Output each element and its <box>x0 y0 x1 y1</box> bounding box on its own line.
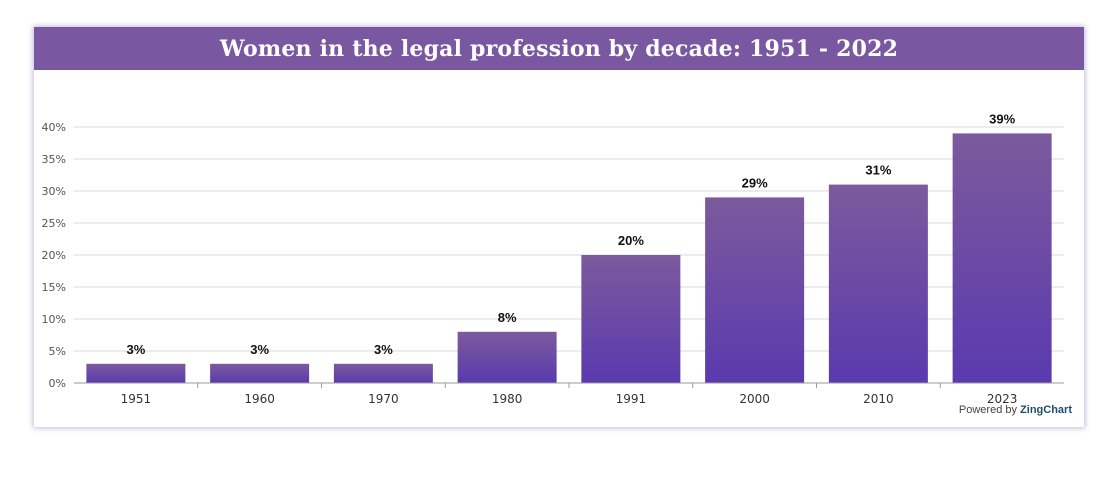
x-tick-label: 2023 <box>987 392 1018 406</box>
bar[interactable] <box>952 133 1052 383</box>
x-tick-label: 2000 <box>739 392 770 406</box>
y-tick-label: 40% <box>42 121 66 134</box>
bar[interactable] <box>457 331 557 383</box>
x-tick-label: 1991 <box>616 392 647 406</box>
bar[interactable] <box>581 255 681 383</box>
bar[interactable] <box>333 363 433 383</box>
x-tick-label: 1951 <box>121 392 152 406</box>
bar-value-label: 8% <box>498 310 517 325</box>
bar-value-label: 3% <box>126 342 145 357</box>
y-tick-label: 0% <box>49 377 66 390</box>
credit-brand[interactable]: ZingChart <box>1020 404 1072 416</box>
x-tick-label: 2010 <box>863 392 894 406</box>
bar-value-label: 31% <box>865 163 891 178</box>
title-bar: Women in the legal profession by decade:… <box>34 27 1084 70</box>
y-tick-label: 20% <box>42 249 66 262</box>
bar[interactable] <box>210 363 310 383</box>
y-tick-label: 35% <box>42 153 66 166</box>
y-tick-label: 5% <box>49 345 66 358</box>
bar[interactable] <box>705 197 805 383</box>
bar-value-label: 29% <box>742 175 768 190</box>
y-tick-label: 25% <box>42 217 66 230</box>
y-axis-tick-labels: 0% 5% 10% 15% 20% 25% 30% 35% 40% <box>42 121 66 390</box>
bar-value-label: 39% <box>989 111 1015 126</box>
bar[interactable] <box>828 184 928 383</box>
bar-value-label: 20% <box>618 233 644 248</box>
y-tick-label: 15% <box>42 281 66 294</box>
x-axis-category-labels: 1951 1960 1970 1980 1991 2000 2010 2023 <box>121 392 1018 406</box>
bar-value-label: 3% <box>374 342 393 357</box>
x-tick-label: 1980 <box>492 392 523 406</box>
x-tick-label: 1960 <box>244 392 275 406</box>
y-tick-label: 30% <box>42 185 66 198</box>
credit-prefix: Powered by <box>958 404 1017 416</box>
bar-value-label: 3% <box>250 342 269 357</box>
value-labels: 3% 3% 3% 8% 20% 29% 31% 39% <box>126 111 1015 356</box>
x-axis <box>74 382 1064 388</box>
powered-by-credit[interactable]: Powered by ZingChart <box>959 404 1072 416</box>
bar-chart-plot: 0% 5% 10% 15% 20% 25% 30% 35% 40% 3% 3% 3% 8% 20% 29%… <box>42 111 1064 406</box>
bar[interactable] <box>86 363 186 383</box>
x-tick-label: 1970 <box>368 392 399 406</box>
bars <box>86 133 1052 383</box>
chart-card: Women in the legal profession by decade:… <box>34 27 1084 427</box>
y-tick-label: 10% <box>42 313 66 326</box>
chart-title: Women in the legal profession by decade:… <box>219 35 899 62</box>
